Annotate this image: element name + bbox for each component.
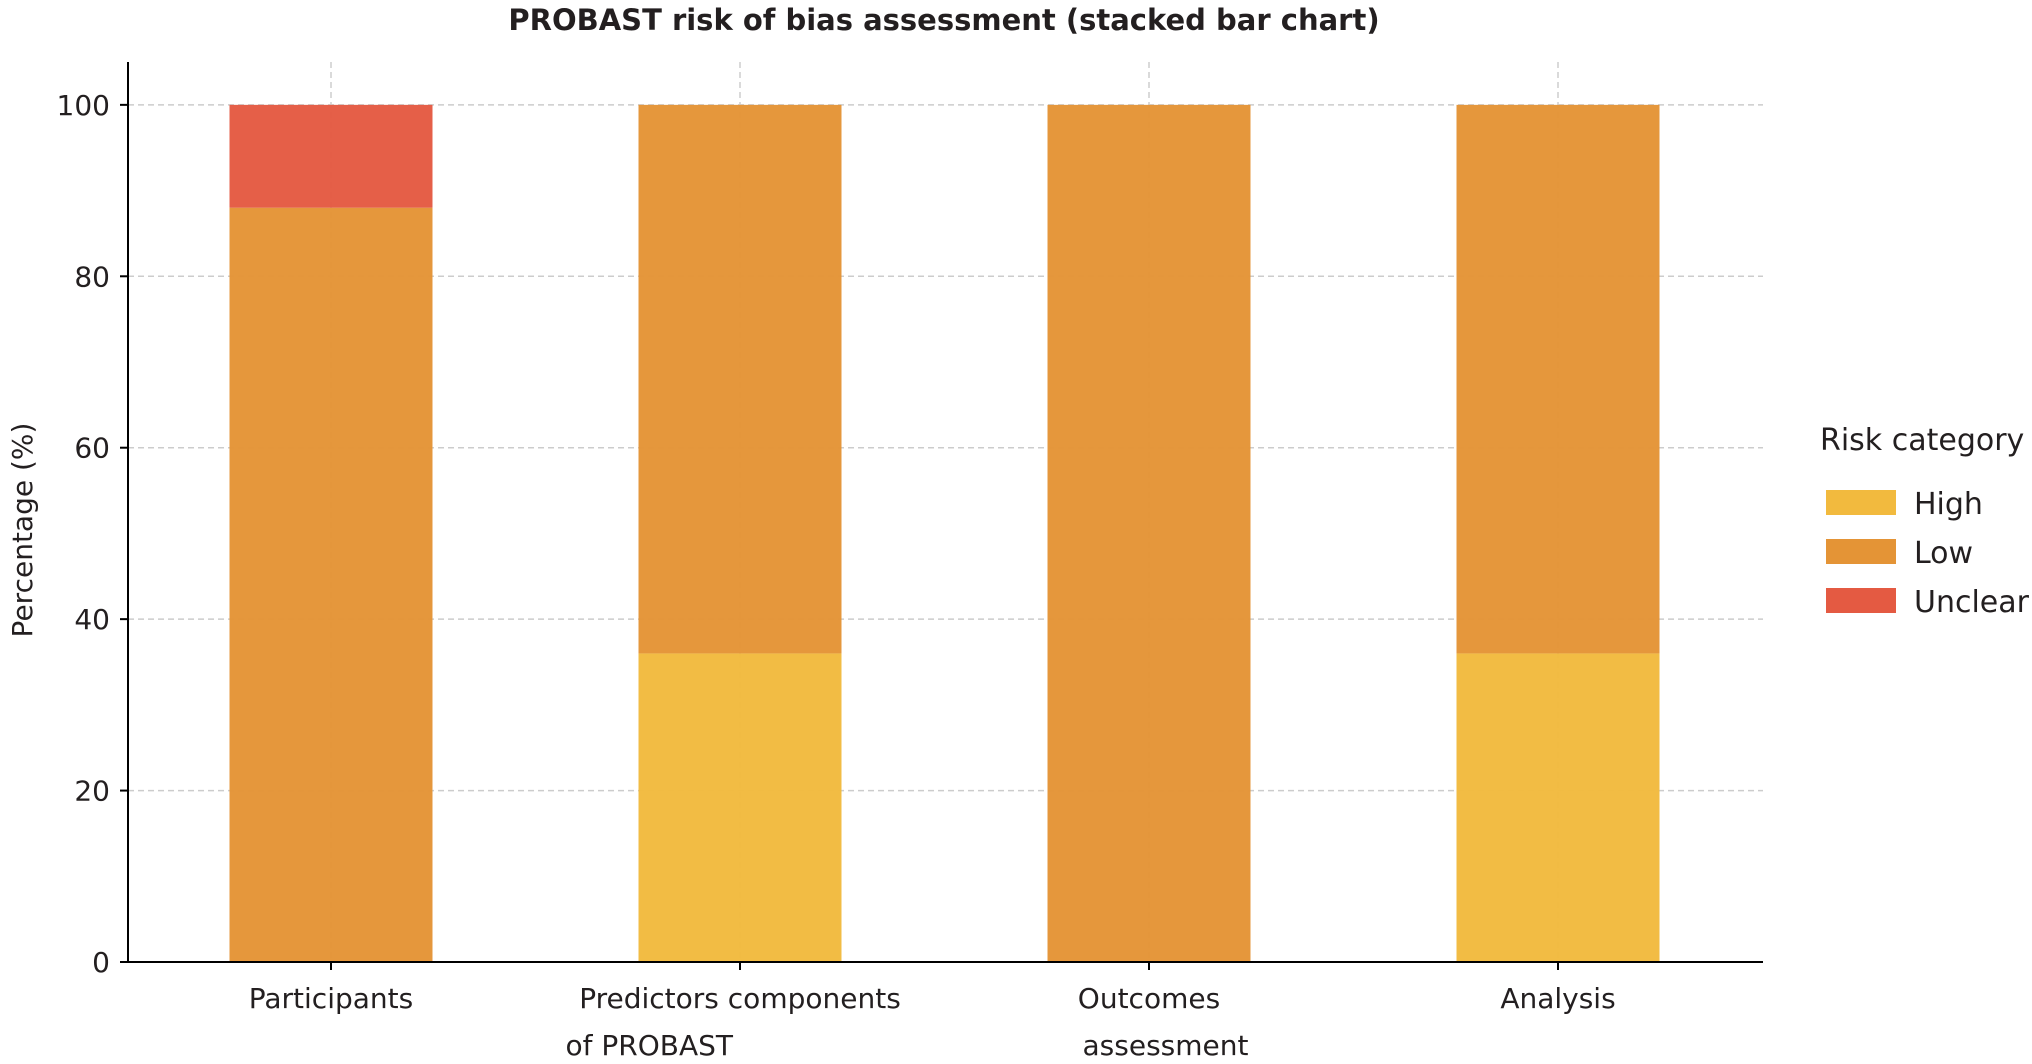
y-tick-label-0: 0 [92,946,110,979]
x-tick-label-1: Predictors components of PROBAST [565,982,900,1060]
bars [229,104,1660,963]
x-tick-label-3: Analysis [1500,982,1615,1015]
bar-low-1 [638,104,842,654]
y-tick-label-5: 100 [57,89,110,122]
legend-swatch-high [1826,490,1896,515]
legend-label-high: High [1914,487,1983,522]
y-axis-label: Percentage (%) [6,423,39,638]
bar-high-3 [1456,653,1660,962]
bar-low-2 [1047,104,1251,963]
x-tick-label-line-1-1: of PROBAST [565,1029,733,1060]
legend-label-low: Low [1914,536,1973,571]
y-tick-label-4: 80 [74,260,110,293]
x-tick-label-line-2-0: Outcomes [1078,982,1220,1015]
y-tick-label-3: 60 [74,432,110,465]
y-tick-labels: 0 20 40 60 80 100 [57,89,128,979]
legend-swatch-low [1826,539,1896,564]
bar-low-0 [229,207,433,962]
legend-swatch-unclear [1826,588,1896,613]
x-tick-label-line-3-0: Analysis [1500,982,1615,1015]
legend-label-unclear: Unclear [1914,585,2030,620]
legend: Risk category High Low Unclear [1820,423,2030,620]
axes [127,62,1763,963]
bar-unclear-0 [229,104,433,208]
bar-low-3 [1456,104,1660,654]
x-tick-label-0: Participants [249,982,413,1015]
chart-title: PROBAST risk of bias assessment (stacked… [508,3,1379,37]
x-tick-label-line-2-1: assessment [1083,1029,1249,1060]
x-tick-label-line-0-0: Participants [249,982,413,1015]
bar-high-1 [638,653,842,962]
x-tick-labels: Participants Predictors components of PROB… [249,962,1616,1062]
y-tick-label-2: 40 [74,603,110,636]
y-tick-label-1: 20 [74,775,110,808]
x-tick-label-line-1-0: Predictors components [579,982,901,1015]
legend-title: Risk category [1820,423,2024,458]
x-tick-label-2: Outcomes assessment [1078,982,1249,1060]
